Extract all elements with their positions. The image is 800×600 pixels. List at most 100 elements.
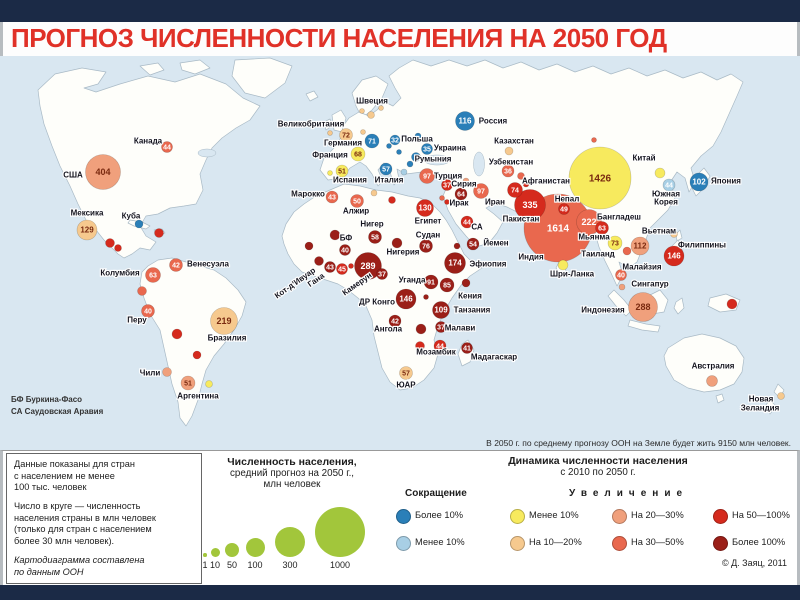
decrease-header: Сокращение bbox=[405, 488, 467, 499]
top-navy-bar bbox=[0, 0, 800, 22]
increase-header: Увеличение bbox=[569, 488, 689, 499]
country-circle bbox=[171, 328, 183, 340]
country-value: 97 bbox=[477, 188, 485, 195]
country-circle: 288 bbox=[628, 292, 658, 322]
region-scandinavia bbox=[351, 75, 389, 119]
country-label: Йемен bbox=[483, 239, 508, 248]
country-value: 404 bbox=[95, 167, 110, 177]
country-circle: 41 bbox=[461, 342, 473, 354]
country-circle: 44 bbox=[161, 141, 173, 153]
country-label: Великобритания bbox=[278, 120, 345, 129]
size-legend-circle bbox=[245, 538, 265, 557]
country-circle: 72 bbox=[339, 128, 353, 142]
country-circle bbox=[439, 195, 445, 201]
country-circle: 32 bbox=[389, 134, 401, 146]
country-circle bbox=[367, 111, 375, 119]
size-legend-value: 100 bbox=[247, 560, 263, 570]
notes-paragraph-2: Число в круге — численность населения ст… bbox=[14, 501, 156, 547]
country-circle: 116 bbox=[455, 111, 475, 131]
country-label: Таиланд bbox=[581, 250, 615, 259]
country-value: 44 bbox=[163, 144, 171, 151]
country-label: Корея bbox=[654, 198, 678, 207]
country-label: СА bbox=[471, 223, 483, 232]
country-value: 49 bbox=[560, 206, 568, 213]
country-circle: 42 bbox=[388, 314, 402, 328]
notes-box: Данные показаны для стран с населением н… bbox=[6, 453, 202, 585]
dynamics-legend-label: Менее 10% bbox=[529, 510, 579, 520]
country-label: США bbox=[63, 171, 83, 180]
country-label: Непал bbox=[555, 195, 580, 204]
country-label: Куба bbox=[122, 212, 141, 221]
country-circle: 68 bbox=[350, 146, 366, 162]
country-circle bbox=[359, 108, 365, 114]
country-circle bbox=[622, 246, 632, 256]
country-circle: 130 bbox=[416, 199, 434, 217]
country-value: 44 bbox=[436, 343, 444, 350]
country-label: Шри-Ланка bbox=[550, 270, 595, 279]
country-circle: 50 bbox=[350, 194, 364, 208]
country-label: Ирак bbox=[449, 199, 469, 208]
country-label: Румыния bbox=[415, 155, 452, 164]
country-label: БФ bbox=[340, 234, 353, 243]
country-label: ЮАР bbox=[396, 381, 416, 390]
country-circle: 40 bbox=[615, 269, 627, 281]
copyright: © Д. Заяц, 2011 bbox=[721, 558, 787, 568]
island-iceland bbox=[305, 90, 319, 102]
country-label: Венесуэла bbox=[187, 260, 229, 269]
country-label: Мадагаскар bbox=[471, 353, 517, 362]
dynamics-legend-swatch bbox=[395, 535, 411, 551]
country-value: 40 bbox=[341, 247, 349, 254]
country-label: Ангола bbox=[374, 325, 403, 334]
country-value: 63 bbox=[149, 272, 157, 279]
country-circle: 129 bbox=[76, 219, 98, 241]
country-label: Австралия bbox=[692, 362, 735, 371]
country-circle: 51 bbox=[335, 164, 349, 178]
continent-south-america bbox=[139, 257, 247, 427]
dynamics-legend-swatch bbox=[509, 535, 525, 551]
dynamics-title-line2: с 2010 по 2050 г. bbox=[560, 467, 636, 478]
country-circle bbox=[517, 172, 525, 180]
dynamics-legend-title: Динамика численности населения с 2010 по… bbox=[403, 455, 793, 478]
country-circle bbox=[388, 196, 396, 204]
country-circle bbox=[154, 228, 164, 238]
dynamics-legend-swatch bbox=[611, 535, 627, 551]
country-label: Эфиопия bbox=[470, 260, 507, 269]
country-label: Италия bbox=[375, 176, 404, 185]
landmasses bbox=[37, 57, 785, 427]
country-circle: 44 bbox=[433, 339, 447, 353]
country-value: 45 bbox=[338, 266, 346, 273]
map-svg: 1614142640433528821928922217412914614611… bbox=[0, 56, 800, 450]
island-sumatra bbox=[607, 289, 633, 317]
country-circle bbox=[591, 137, 597, 143]
dynamics-legend-swatch bbox=[712, 508, 728, 524]
island-ireland bbox=[323, 118, 333, 131]
country-circle: 109 bbox=[432, 301, 450, 319]
country-label: Мьянма bbox=[578, 233, 610, 242]
island-victoria bbox=[139, 62, 165, 76]
country-value: 32 bbox=[391, 137, 399, 144]
country-circle bbox=[654, 167, 666, 179]
notes-paragraph-1: Данные показаны для стран с населением н… bbox=[14, 459, 135, 493]
size-legend-value: 50 bbox=[226, 560, 238, 570]
country-label: Индия bbox=[518, 253, 544, 262]
country-label: Новая bbox=[749, 395, 774, 404]
country-label: Алжир bbox=[343, 207, 369, 216]
country-circle: 37 bbox=[376, 268, 388, 280]
country-circle bbox=[329, 229, 341, 241]
country-label: Канада bbox=[134, 137, 163, 146]
country-circle bbox=[314, 256, 324, 266]
country-circle: 51 bbox=[180, 375, 196, 391]
country-value: 116 bbox=[459, 117, 472, 126]
country-value: 289 bbox=[360, 261, 375, 271]
country-circle bbox=[400, 168, 408, 176]
island-java bbox=[627, 319, 661, 333]
continent-australia bbox=[663, 333, 745, 393]
size-legend-circle bbox=[203, 553, 207, 557]
country-labels-layer: Канада США Мексика Куба Венесуэла Колумбия Пер… bbox=[62, 95, 781, 413]
country-label: Малави bbox=[445, 324, 476, 333]
country-circle: 146 bbox=[395, 288, 417, 310]
country-circle: 97 bbox=[473, 183, 489, 199]
country-circle bbox=[137, 286, 147, 296]
country-label: Пакистан bbox=[503, 215, 540, 224]
